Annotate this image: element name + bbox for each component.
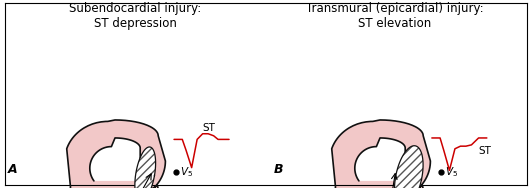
Polygon shape — [355, 138, 405, 181]
Polygon shape — [395, 146, 423, 188]
Polygon shape — [332, 120, 430, 188]
Text: Subendocardial injury:
ST depression: Subendocardial injury: ST depression — [69, 2, 201, 30]
Text: ST: ST — [203, 123, 215, 133]
Text: Transmural (epicardial) injury:
ST elevation: Transmural (epicardial) injury: ST eleva… — [306, 2, 484, 30]
Text: $V_5$: $V_5$ — [180, 165, 193, 179]
Polygon shape — [90, 138, 140, 181]
Polygon shape — [66, 120, 165, 188]
Text: B: B — [274, 163, 284, 176]
Text: ST: ST — [479, 146, 492, 156]
Text: $V_5$: $V_5$ — [445, 165, 458, 179]
Text: A: A — [8, 163, 18, 176]
Polygon shape — [135, 147, 156, 188]
